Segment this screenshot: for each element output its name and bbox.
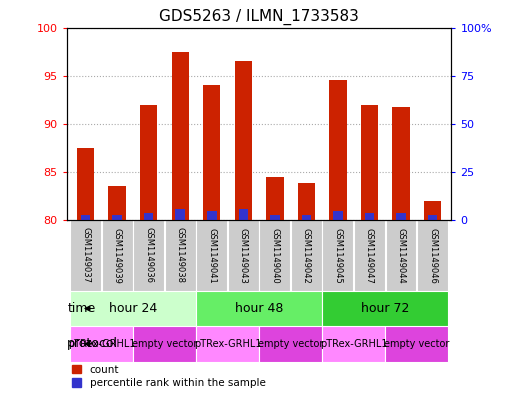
Bar xyxy=(70,326,133,362)
Bar xyxy=(386,220,417,291)
Text: pTRex-GRHL1: pTRex-GRHL1 xyxy=(194,339,261,349)
Bar xyxy=(298,184,315,220)
Text: GSM1149043: GSM1149043 xyxy=(239,228,248,283)
Text: GSM1149039: GSM1149039 xyxy=(113,228,122,283)
Bar xyxy=(70,220,101,291)
Bar xyxy=(417,220,448,291)
Bar xyxy=(259,326,322,362)
Text: pTRex-GRHL1: pTRex-GRHL1 xyxy=(68,339,135,349)
Bar xyxy=(175,209,185,220)
Bar xyxy=(196,220,227,291)
Bar xyxy=(302,215,311,220)
Text: hour 72: hour 72 xyxy=(361,302,409,315)
Bar xyxy=(203,85,221,220)
Bar xyxy=(396,213,406,220)
Bar xyxy=(77,148,94,220)
Text: protocol: protocol xyxy=(67,337,119,351)
Bar xyxy=(108,186,126,220)
Text: GSM1149045: GSM1149045 xyxy=(333,228,342,283)
Bar xyxy=(354,220,385,291)
Bar xyxy=(291,220,322,291)
Text: empty vector: empty vector xyxy=(132,339,197,349)
Text: GSM1149036: GSM1149036 xyxy=(144,228,153,283)
Bar xyxy=(323,220,353,291)
Bar xyxy=(239,209,248,220)
Bar xyxy=(196,291,322,326)
Bar xyxy=(270,215,280,220)
Bar xyxy=(196,326,259,362)
Bar xyxy=(133,220,164,291)
Bar xyxy=(361,105,378,220)
Text: GSM1149042: GSM1149042 xyxy=(302,228,311,283)
Bar xyxy=(102,220,132,291)
Bar xyxy=(81,215,90,220)
Bar xyxy=(112,215,122,220)
Text: GSM1149040: GSM1149040 xyxy=(270,228,280,283)
Bar xyxy=(70,291,196,326)
Bar xyxy=(260,220,290,291)
Bar xyxy=(228,220,259,291)
Text: GSM1149047: GSM1149047 xyxy=(365,228,374,283)
Text: empty vector: empty vector xyxy=(384,339,449,349)
Text: GSM1149037: GSM1149037 xyxy=(81,228,90,283)
Bar xyxy=(329,81,347,220)
Legend: count, percentile rank within the sample: count, percentile rank within the sample xyxy=(72,365,266,388)
Bar xyxy=(322,326,385,362)
Bar xyxy=(392,107,410,220)
Bar xyxy=(424,201,441,220)
Text: GSM1149044: GSM1149044 xyxy=(397,228,405,283)
Bar xyxy=(428,215,437,220)
Bar xyxy=(365,213,374,220)
Text: empty vector: empty vector xyxy=(258,339,323,349)
Bar xyxy=(266,177,284,220)
Text: hour 48: hour 48 xyxy=(235,302,283,315)
Bar xyxy=(165,220,195,291)
Bar xyxy=(385,326,448,362)
Bar xyxy=(144,213,153,220)
Bar xyxy=(171,51,189,220)
Bar xyxy=(140,105,157,220)
Text: GSM1149046: GSM1149046 xyxy=(428,228,437,283)
Bar xyxy=(322,291,448,326)
Title: GDS5263 / ILMN_1733583: GDS5263 / ILMN_1733583 xyxy=(159,9,359,25)
Text: GSM1149041: GSM1149041 xyxy=(207,228,216,283)
Text: pTRex-GRHL1: pTRex-GRHL1 xyxy=(320,339,387,349)
Bar xyxy=(234,61,252,220)
Text: time: time xyxy=(67,302,95,315)
Text: hour 24: hour 24 xyxy=(109,302,157,315)
Text: GSM1149038: GSM1149038 xyxy=(176,228,185,283)
Bar xyxy=(207,211,216,220)
Bar xyxy=(333,211,343,220)
Bar xyxy=(133,326,196,362)
